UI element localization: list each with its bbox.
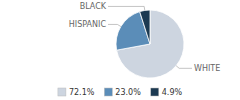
legend-swatch (58, 88, 66, 96)
chart: WHITE HISPANIC BLACK 72.1% 23.0% 4.9% (0, 0, 240, 100)
legend-item: 4.9% (151, 88, 183, 97)
legend-item: 23.0% (104, 88, 141, 97)
slice-label: HISPANIC (69, 20, 107, 29)
legend-label: 23.0% (115, 88, 141, 97)
pie (116, 10, 184, 78)
leader-line (108, 24, 121, 26)
pie-slice (117, 10, 184, 78)
leader-line (176, 66, 192, 69)
pie-slice (140, 10, 150, 44)
legend-label: 72.1% (69, 88, 95, 97)
slice-label: WHITE (194, 64, 220, 73)
legend: 72.1% 23.0% 4.9% (58, 88, 183, 97)
slice-label: BLACK (80, 2, 107, 11)
legend-swatch (104, 88, 112, 96)
legend-item: 72.1% (58, 88, 95, 97)
legend-label: 4.9% (162, 88, 183, 97)
legend-swatch (151, 88, 159, 96)
leader-line (108, 6, 145, 10)
